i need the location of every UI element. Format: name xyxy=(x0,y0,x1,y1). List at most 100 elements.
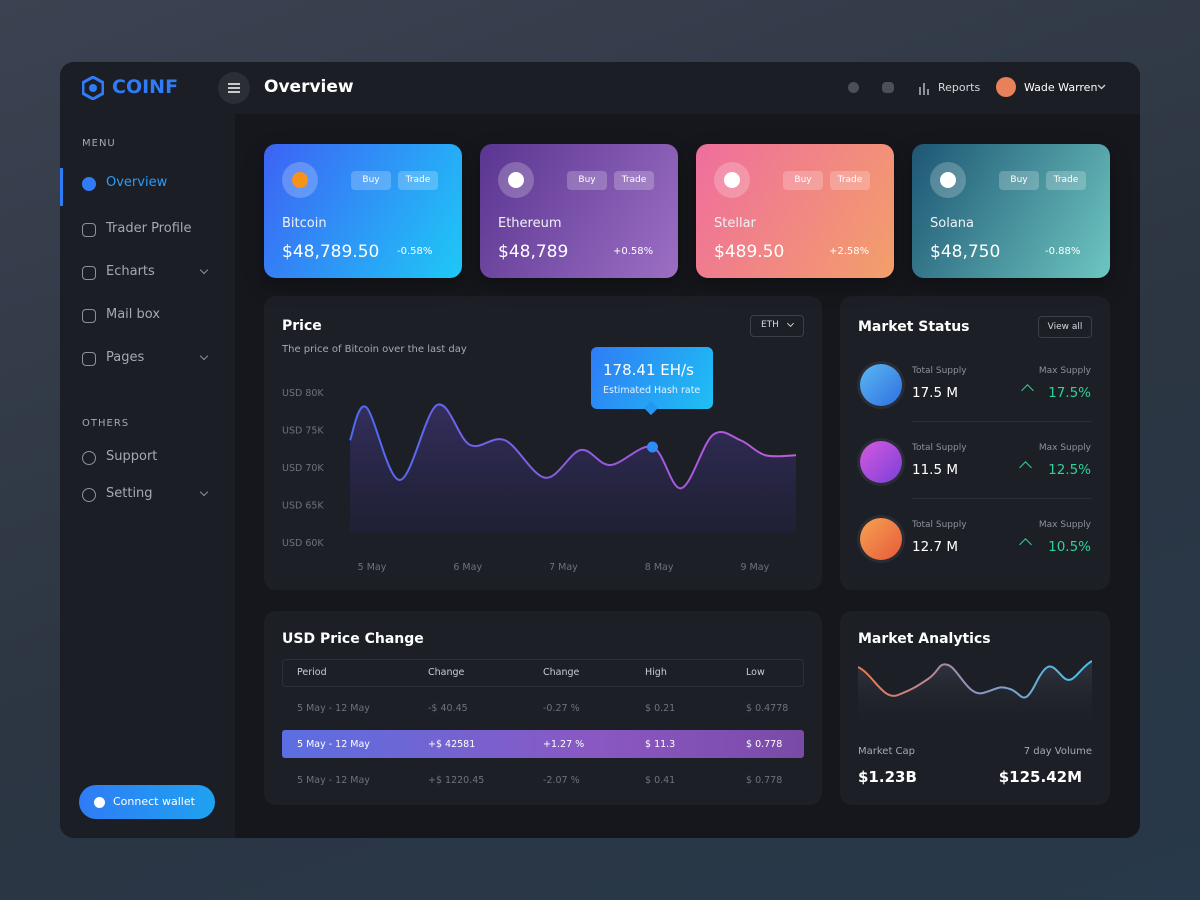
coin-glyph xyxy=(292,172,308,188)
nav-icon xyxy=(82,309,96,323)
table-cell: 5 May - 12 May xyxy=(297,739,370,750)
table-cell: $ 11.3 xyxy=(645,739,676,750)
others-label: OTHERS xyxy=(82,418,130,429)
coin-card[interactable]: Buy Trade Stellar $489.50 +2.58% xyxy=(696,144,894,278)
buy-button[interactable]: Buy xyxy=(783,171,823,190)
nav-item[interactable]: Setting xyxy=(106,486,153,501)
logo-icon xyxy=(82,76,104,100)
cap-label: Market Cap xyxy=(858,746,916,757)
trade-button[interactable]: Trade xyxy=(398,171,438,190)
max-label: Max Supply xyxy=(1038,366,1091,376)
coin-price: $489.50 xyxy=(714,242,785,262)
panel-subtitle: The price of Bitcoin over the last day xyxy=(282,344,467,355)
price-change-panel: USD Price Change Period Change Change High Lo… xyxy=(264,611,822,805)
nav-icon xyxy=(82,266,96,280)
row-divider xyxy=(912,498,1092,499)
x-tick-label: 5 May xyxy=(358,562,387,573)
coin-glyph xyxy=(940,172,956,188)
buy-button[interactable]: Buy xyxy=(999,171,1039,190)
trade-button[interactable]: Trade xyxy=(1046,171,1086,190)
coin-card[interactable]: Buy Trade Solana $48,750 -0.88% xyxy=(912,144,1110,278)
table-cell: $ 0.778 xyxy=(746,739,783,750)
nav-item[interactable]: Mail box xyxy=(106,307,161,322)
table-header-box xyxy=(282,659,804,687)
coin-card[interactable]: Buy Trade Ethereum $48,789 +0.58% xyxy=(480,144,678,278)
notification-icon[interactable] xyxy=(848,82,859,93)
view-all-button[interactable]: View all xyxy=(1038,316,1092,338)
coin-name: Ethereum xyxy=(498,216,562,231)
selector-label: ETH xyxy=(761,320,779,330)
coin-change: -0.88% xyxy=(1045,246,1081,257)
x-tick-label: 8 May xyxy=(645,562,674,573)
nav-item[interactable]: Pages xyxy=(106,350,145,365)
buy-button[interactable]: Buy xyxy=(351,171,391,190)
buy-button[interactable]: Buy xyxy=(567,171,607,190)
table-cell: 5 May - 12 May xyxy=(297,703,370,714)
y-tick-label: USD 60K xyxy=(282,538,324,549)
coin-change: -0.58% xyxy=(397,246,433,257)
selected-row[interactable] xyxy=(282,730,804,758)
highlight-point xyxy=(646,441,658,453)
user-name[interactable]: Wade Warren xyxy=(1024,81,1098,94)
volume-label: 7 day Volume xyxy=(1023,746,1092,757)
tooltip-label: Estimated Hash rate xyxy=(603,385,701,396)
up-arrow xyxy=(1019,538,1032,551)
table-cell: -0.27 % xyxy=(543,703,580,714)
nav-icon xyxy=(82,177,96,191)
message-icon[interactable] xyxy=(882,82,894,93)
table-cell: $ 0.778 xyxy=(746,775,783,786)
asset-icon xyxy=(860,441,902,483)
price-panel: Price The price of Bitcoin over the last … xyxy=(264,296,822,590)
chevron xyxy=(199,265,209,275)
nav-item[interactable]: Overview xyxy=(106,175,168,190)
brand: COINF xyxy=(112,76,179,98)
nav-icon xyxy=(82,451,96,465)
max-label: Max Supply xyxy=(1038,443,1091,453)
panel-title: Market Analytics xyxy=(858,631,991,647)
coin-selector[interactable]: ETH xyxy=(750,315,804,337)
analytics-sparkline xyxy=(858,660,1092,733)
trade-button[interactable]: Trade xyxy=(830,171,870,190)
sidebar: COINF MENU OTHERS Connect wallet Overvie… xyxy=(60,62,235,838)
price-line xyxy=(349,403,797,490)
asset-icon xyxy=(860,518,902,560)
coin-change: +0.58% xyxy=(613,246,654,257)
total-value: 11.5 M xyxy=(912,462,958,478)
max-label: Max Supply xyxy=(1038,520,1091,530)
app-frame: COINF MENU OTHERS Connect wallet Overvie… xyxy=(60,62,1140,838)
asset-icon xyxy=(860,364,902,406)
menu-toggle[interactable] xyxy=(218,72,250,104)
coin-glyph xyxy=(724,172,740,188)
table-cell: $ 0.4778 xyxy=(746,703,789,714)
nav-item[interactable]: Support xyxy=(106,449,158,464)
column-header: Change xyxy=(428,667,465,678)
reports-link[interactable]: Reports xyxy=(938,81,981,94)
hamburger-icon xyxy=(228,83,240,93)
trade-button[interactable]: Trade xyxy=(614,171,654,190)
coin-price: $48,789 xyxy=(498,242,569,262)
x-tick-label: 7 May xyxy=(549,562,578,573)
tooltip: 178.41 EH/s Estimated Hash rate xyxy=(591,347,713,416)
coin-card[interactable]: Buy Trade Bitcoin $48,789.50 -0.58% xyxy=(264,144,462,278)
total-label: Total Supply xyxy=(912,520,967,530)
y-tick-label: USD 65K xyxy=(282,501,324,512)
nav-icon xyxy=(82,352,96,366)
coin-price: $48,789.50 xyxy=(282,242,380,262)
table-cell: 5 May - 12 May xyxy=(297,775,370,786)
panel-title: USD Price Change xyxy=(282,631,424,647)
column-header: Period xyxy=(297,667,327,678)
coin-name: Bitcoin xyxy=(282,216,327,231)
reports-icon xyxy=(919,83,929,95)
top-bar: Overview Reports Wade Warren xyxy=(218,62,1140,114)
column-header: Low xyxy=(746,667,765,678)
connect-wallet-button[interactable]: Connect wallet xyxy=(79,785,215,819)
nav-item[interactable]: Trader Profile xyxy=(106,221,192,236)
avatar xyxy=(996,77,1016,97)
max-value: 12.5% xyxy=(1048,462,1091,478)
table-cell: +$ 42581 xyxy=(428,739,476,750)
max-value: 17.5% xyxy=(1048,385,1091,401)
coin-icon xyxy=(282,162,318,198)
nav-item[interactable]: Echarts xyxy=(106,264,155,279)
x-tick-label: 9 May xyxy=(740,562,769,573)
